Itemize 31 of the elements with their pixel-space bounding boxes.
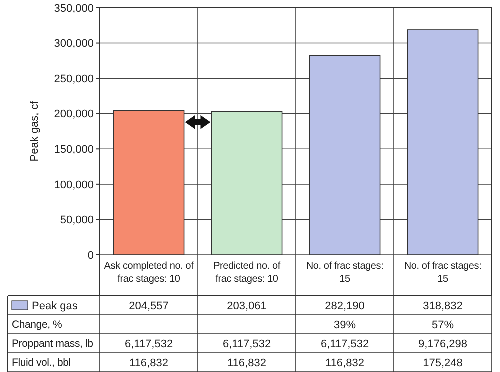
y-tick-label: 200,000 [54,108,94,121]
text: 116,832 [326,357,364,370]
y-tick-label: 150,000 [54,144,94,156]
data-label: 204,557 [129,300,169,312]
x-tick-label: No. of frac stages: 15 [306,261,384,285]
y-tick-label: 250,000 [54,73,94,86]
text: 6,117,532 [124,338,174,350]
x-tick-label: No. of frac stages: 15 [404,261,482,285]
y-axis-title: Peak gas, cf [29,100,41,162]
text: 175,248 [423,357,463,370]
legend-label: Peak gas [32,300,78,312]
y-tick-label: 50,000 [60,214,94,227]
x-tick-label: Ask completed no. of frac stages: 10 [104,261,194,285]
x-tick-label: Predicted no. of frac stages: 10 [214,261,281,285]
y-tick-label: 350,000 [54,2,94,15]
text: 116,832 [130,357,168,370]
text: 6,117,532 [320,338,370,350]
text: Change, % [12,319,62,332]
text: Proppant mass, lb [12,338,94,350]
y-tick-label: 100,000 [54,179,94,192]
text: 39% [334,319,356,332]
text: Fluid vol., bbl [12,357,71,370]
data-label: 203,061 [227,300,267,312]
data-label: 282,190 [325,300,365,312]
text: 6,117,532 [222,338,272,350]
text: 57% [432,319,454,332]
y-tick-label: 300,000 [54,38,94,50]
data-label: 318,832 [423,300,463,312]
y-tick-label: 0 [88,250,94,262]
text: 116,832 [228,357,266,370]
text: 9,176,298 [418,338,468,350]
